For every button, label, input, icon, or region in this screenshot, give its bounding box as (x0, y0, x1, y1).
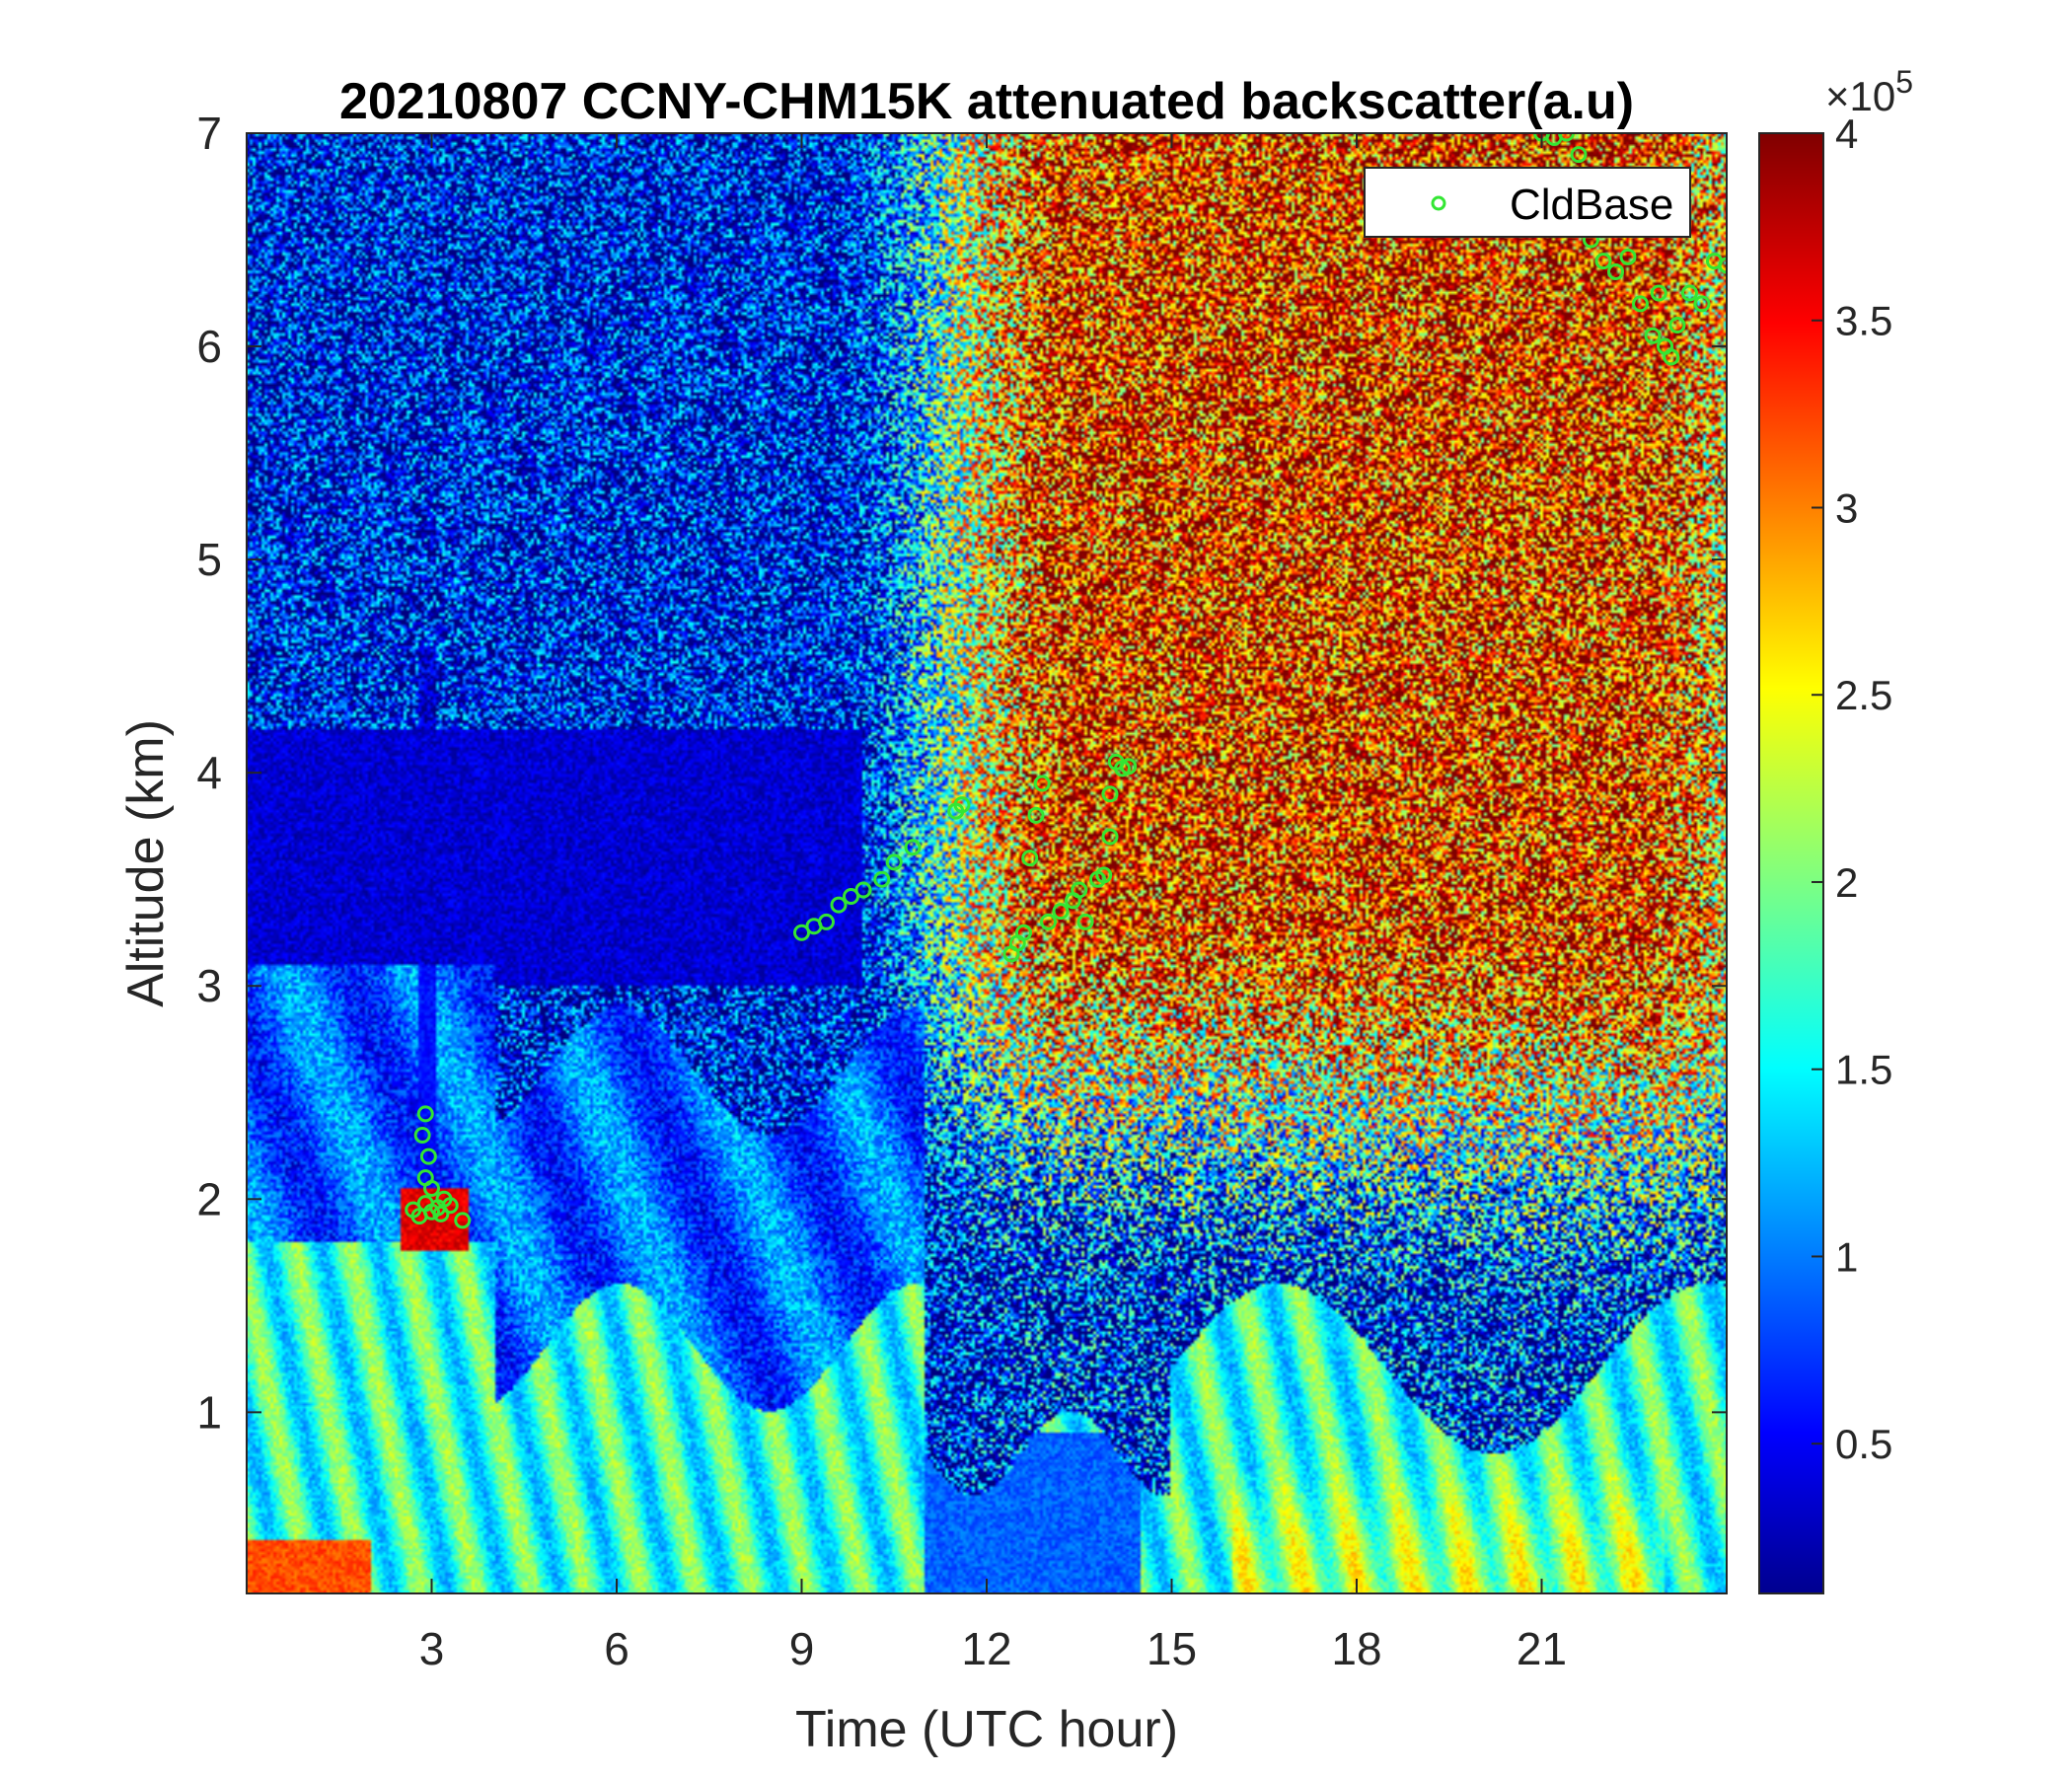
y-tick-label: 2 (196, 1173, 222, 1224)
cldbase-point (1632, 295, 1649, 313)
y-tick-label: 4 (196, 747, 222, 798)
x-tick-label: 9 (789, 1623, 815, 1674)
legend-box (1364, 167, 1691, 238)
y-tick-label: 1 (196, 1386, 222, 1438)
y-tick-label: 6 (196, 321, 222, 372)
cldbase-point (873, 870, 891, 888)
cldbase-point (854, 881, 872, 899)
y-tick-label: 5 (196, 534, 222, 585)
cldbase-point (830, 896, 848, 914)
x-axis: 3 6 9 12 15 18 21 (419, 133, 1567, 1674)
cldbase-point (1650, 284, 1667, 302)
cldbase-point (953, 796, 971, 814)
y-tick-label: 7 (196, 108, 222, 159)
colorbar-tick-label: 2 (1835, 859, 1858, 906)
cldbase-point (1027, 806, 1045, 824)
cldbase-point (413, 1126, 431, 1144)
cldbase-point (1663, 348, 1680, 366)
cldbase-point (1040, 913, 1057, 930)
colorbar-exponent: ×105 (1825, 64, 1913, 119)
y-axis-title: Altitude (km) (117, 719, 175, 1007)
x-tick-label: 12 (961, 1623, 1011, 1674)
colorbar-exponent-base: ×10 (1825, 73, 1895, 119)
cldbase-point (423, 1179, 440, 1197)
colorbar-tick-label: 1 (1835, 1233, 1858, 1280)
colorbar-tick-label: 0.5 (1835, 1421, 1892, 1467)
cldbase-point (1693, 295, 1711, 313)
cldbase-point (1718, 257, 1727, 274)
x-tick-label: 3 (419, 1623, 445, 1674)
cldbase-point (1101, 785, 1119, 803)
cldbase-point (1095, 866, 1113, 884)
colorbar-tick-label: 3.5 (1835, 298, 1892, 344)
colorbar-gradient (1758, 132, 1824, 1594)
colorbar-tick-label: 2.5 (1835, 672, 1892, 718)
cldbase-point (1681, 284, 1698, 302)
colorbar-ticks: 0.5 1 1.5 2 2.5 3 3.5 4 (1812, 111, 1892, 1467)
cldbase-point (1021, 850, 1039, 867)
legend: CldBase (1364, 167, 1691, 238)
cldbase-point (1570, 146, 1588, 164)
x-axis-title: Time (UTC hour) (795, 1701, 1178, 1758)
cldbase-point (1644, 327, 1662, 344)
cldbase-point (454, 1212, 472, 1229)
legend-marker (1431, 195, 1446, 211)
cldbase-point (1015, 924, 1032, 941)
cldbase-point (419, 1147, 437, 1165)
cldbase-point (1558, 133, 1575, 142)
cldbase-point (904, 839, 922, 856)
cldbase-point (1101, 828, 1119, 846)
cldbase-point (1607, 262, 1624, 280)
cldbase-point (1052, 903, 1070, 921)
cldbase-point (1594, 253, 1612, 270)
colorbar-tick-label: 4 (1835, 111, 1858, 157)
cldbase-point (843, 887, 859, 905)
cldbase-markers (405, 133, 1727, 1229)
heatmap-image (247, 133, 1727, 1593)
cldbase-point (441, 1197, 459, 1215)
colorbar-tick-label: 1.5 (1835, 1047, 1892, 1093)
colorbar: 0.5 1 1.5 2 2.5 3 3.5 4 ×105 (1758, 64, 1913, 1594)
x-tick-label: 15 (1147, 1623, 1197, 1674)
cldbase-point (818, 913, 835, 930)
cldbase-point (885, 853, 903, 871)
x-tick-label: 21 (1517, 1623, 1567, 1674)
cldbase-point (432, 1205, 450, 1222)
cldbase-point (1668, 316, 1686, 333)
y-tick-label: 3 (196, 960, 222, 1011)
legend-entry-cldbase: CldBase (1510, 181, 1673, 229)
cldbase-point (793, 924, 810, 941)
x-tick-label: 6 (604, 1623, 629, 1674)
chart-title: 20210807 CCNY-CHM15K attenuated backscat… (339, 73, 1634, 130)
heatmap (247, 133, 1727, 1593)
cldbase-point (1071, 881, 1088, 899)
x-tick-label: 18 (1331, 1623, 1381, 1674)
cldbase-point (1033, 775, 1051, 792)
y-axis: 1 2 3 4 5 6 7 (196, 108, 1727, 1438)
cldbase-point (1076, 913, 1094, 930)
colorbar-exponent-power: 5 (1895, 64, 1913, 100)
cldbase-point (1120, 758, 1138, 776)
cldbase-point (416, 1105, 434, 1123)
cldbase-point (1619, 248, 1637, 265)
colorbar-tick-label: 3 (1835, 484, 1858, 531)
